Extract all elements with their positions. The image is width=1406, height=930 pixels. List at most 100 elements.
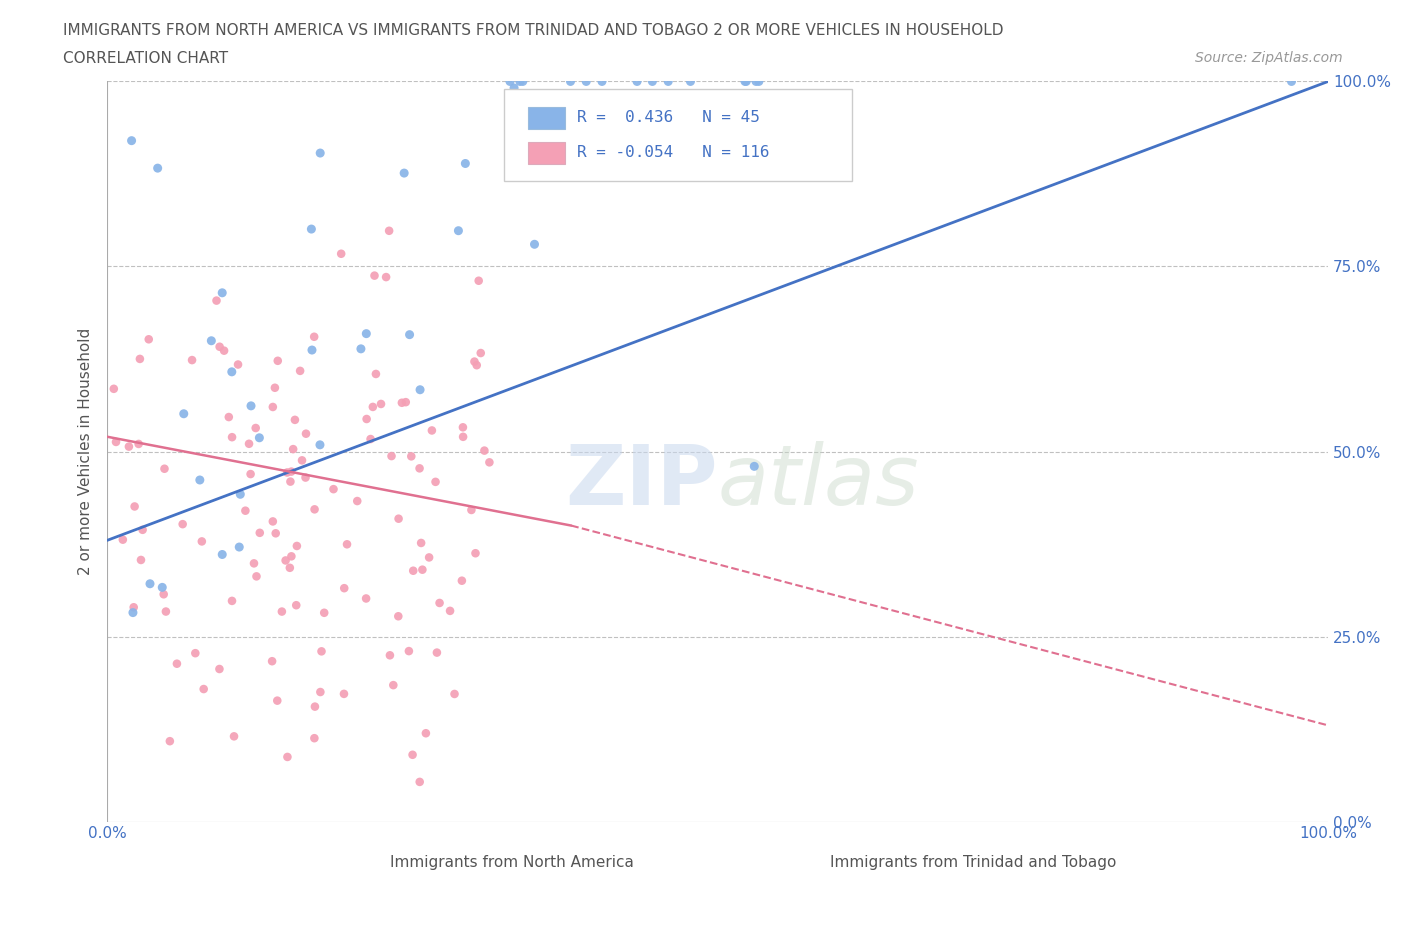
Point — [226, 357, 249, 372]
Point — [222, 729, 245, 744]
Point — [155, 604, 177, 619]
Point — [679, 74, 702, 89]
Point — [262, 654, 284, 669]
Point — [463, 354, 485, 369]
Point — [103, 381, 125, 396]
Text: R =  0.436   N = 45: R = 0.436 N = 45 — [578, 110, 761, 125]
Point — [395, 394, 418, 409]
Point — [745, 74, 768, 89]
Point — [152, 587, 174, 602]
Point — [1281, 74, 1303, 89]
Point — [447, 223, 470, 238]
Point — [356, 326, 378, 341]
Point — [294, 471, 316, 485]
Point — [153, 461, 176, 476]
Text: CORRELATION CHART: CORRELATION CHART — [63, 51, 228, 66]
Point — [188, 472, 211, 487]
Point — [304, 699, 326, 714]
Point — [221, 430, 243, 445]
Point — [420, 423, 443, 438]
Point — [211, 547, 233, 562]
Point — [657, 74, 679, 89]
Bar — [529, 142, 565, 165]
FancyBboxPatch shape — [503, 89, 852, 181]
Point — [478, 455, 501, 470]
Point — [311, 644, 333, 658]
Point — [333, 686, 356, 701]
Point — [304, 731, 326, 746]
Point — [370, 396, 392, 411]
Point — [129, 552, 152, 567]
Point — [159, 734, 181, 749]
Point — [464, 546, 486, 561]
Point — [314, 605, 336, 620]
Point — [285, 598, 308, 613]
Point — [122, 600, 145, 615]
Point — [276, 750, 298, 764]
Point — [401, 748, 423, 763]
Point — [354, 591, 377, 606]
Point — [173, 406, 195, 421]
Point — [299, 221, 322, 236]
Point — [284, 412, 307, 427]
Point — [245, 420, 267, 435]
Point — [302, 329, 325, 344]
Point — [208, 339, 231, 354]
Point — [262, 400, 284, 415]
Point — [138, 332, 160, 347]
Point — [465, 358, 488, 373]
Point — [398, 644, 420, 658]
Point — [460, 502, 482, 517]
Text: IMMIGRANTS FROM NORTH AMERICA VS IMMIGRANTS FROM TRINIDAD AND TOBAGO 2 OR MORE V: IMMIGRANTS FROM NORTH AMERICA VS IMMIGRA… — [63, 23, 1004, 38]
Point — [748, 74, 770, 89]
Point — [276, 465, 298, 480]
Point — [121, 133, 143, 148]
Point — [467, 273, 489, 288]
Point — [200, 333, 222, 348]
Point — [309, 684, 332, 699]
Point — [409, 775, 432, 790]
Point — [333, 580, 356, 595]
Point — [240, 398, 263, 413]
Point — [505, 98, 527, 113]
Point — [229, 486, 252, 501]
Point — [378, 648, 401, 663]
Point — [575, 74, 598, 89]
Point — [350, 341, 373, 356]
Point — [401, 449, 423, 464]
Point — [411, 536, 433, 551]
Point — [363, 268, 385, 283]
Point — [264, 380, 287, 395]
Text: atlas: atlas — [717, 441, 920, 522]
Point — [304, 502, 326, 517]
Point — [330, 246, 353, 261]
Point — [111, 532, 134, 547]
Point — [454, 156, 477, 171]
Point — [249, 525, 271, 540]
Point — [734, 74, 756, 89]
Point — [626, 74, 648, 89]
Point — [499, 74, 522, 89]
Point — [336, 537, 359, 551]
Bar — [529, 107, 565, 129]
Point — [474, 444, 496, 458]
Point — [295, 426, 318, 441]
Point — [425, 474, 447, 489]
Point — [382, 678, 405, 693]
Point — [211, 286, 233, 300]
Point — [280, 549, 302, 564]
Point — [283, 442, 305, 457]
Point — [512, 74, 534, 89]
Point — [470, 346, 492, 361]
Point — [280, 464, 302, 479]
Point — [245, 569, 267, 584]
Point — [129, 352, 152, 366]
Point — [238, 436, 260, 451]
Point — [221, 593, 243, 608]
Point — [267, 353, 290, 368]
Point — [641, 74, 664, 89]
Point — [235, 503, 257, 518]
Point — [364, 366, 387, 381]
Point — [387, 609, 409, 624]
Point — [392, 166, 415, 180]
